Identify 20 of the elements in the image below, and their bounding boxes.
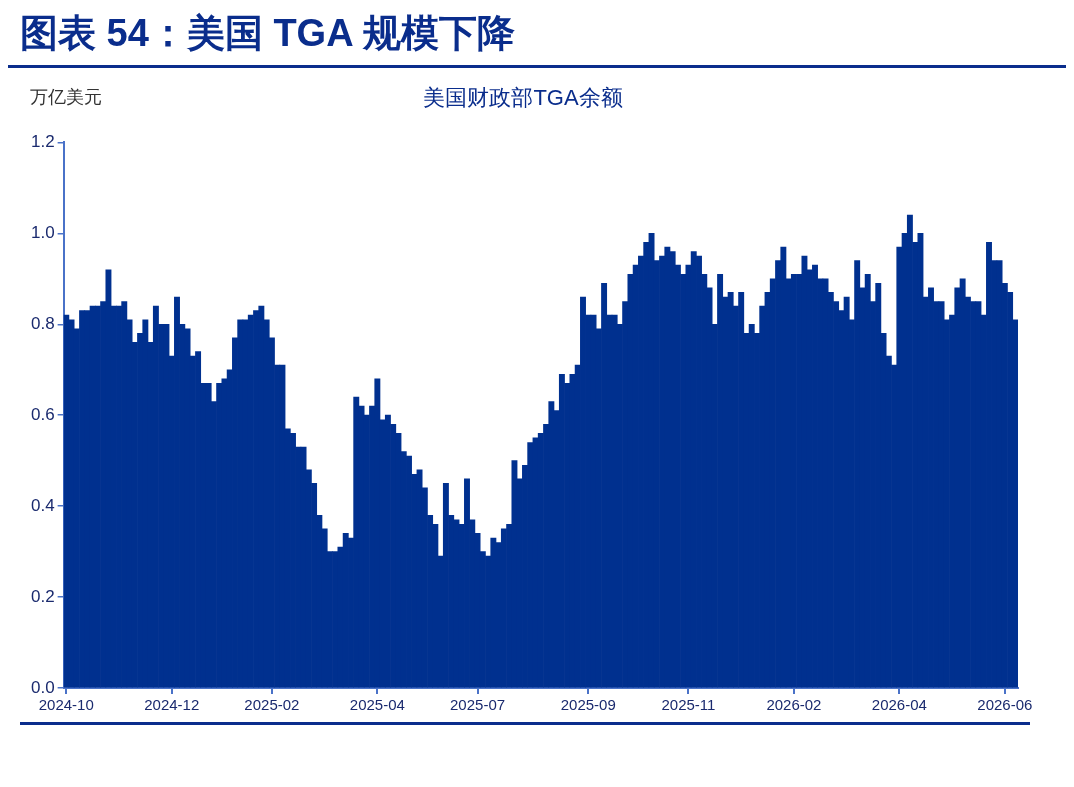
x-tick-label: 2026-02 xyxy=(766,696,822,714)
x-tick-label: 2026-06 xyxy=(977,696,1033,714)
x-tick-label: 2026-04 xyxy=(871,696,927,714)
y-tick-label: 0.2 xyxy=(30,586,55,606)
x-tick-label: 2025-04 xyxy=(349,696,405,714)
chart-title: 图表 54：美国 TGA 规模下降 xyxy=(8,8,1066,68)
y-tick-label: 1.2 xyxy=(30,132,55,152)
x-tick-label: 2024-12 xyxy=(144,696,200,714)
x-tick-label: 2024-10 xyxy=(38,696,94,714)
chart-subtitle: 美国财政部TGA余额 xyxy=(423,85,623,111)
y-axis-title: 万亿美元 xyxy=(30,86,102,107)
y-tick-label: 0.6 xyxy=(30,404,55,424)
y-tick-label: 0.8 xyxy=(30,313,55,333)
x-tick-label: 2025-09 xyxy=(560,696,616,714)
x-tick-label: 2025-11 xyxy=(661,696,716,714)
y-tick-label: 1.0 xyxy=(30,223,55,243)
y-tick-label: 0.0 xyxy=(30,677,55,697)
y-tick-label: 0.4 xyxy=(30,495,55,515)
x-tick-label: 2025-07 xyxy=(450,696,506,714)
x-tick-label: 2025-02 xyxy=(244,696,300,714)
